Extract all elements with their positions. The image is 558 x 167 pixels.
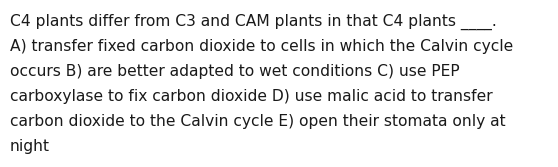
Text: carbon dioxide to the Calvin cycle E) open their stomata only at: carbon dioxide to the Calvin cycle E) op…: [10, 114, 506, 129]
Text: A) transfer fixed carbon dioxide to cells in which the Calvin cycle: A) transfer fixed carbon dioxide to cell…: [10, 39, 513, 54]
Text: C4 plants differ from C3 and CAM plants in that C4 plants ____.: C4 plants differ from C3 and CAM plants …: [10, 14, 497, 30]
Text: night: night: [10, 139, 50, 154]
Text: occurs B) are better adapted to wet conditions C) use PEP: occurs B) are better adapted to wet cond…: [10, 64, 460, 79]
Text: carboxylase to fix carbon dioxide D) use malic acid to transfer: carboxylase to fix carbon dioxide D) use…: [10, 89, 493, 104]
